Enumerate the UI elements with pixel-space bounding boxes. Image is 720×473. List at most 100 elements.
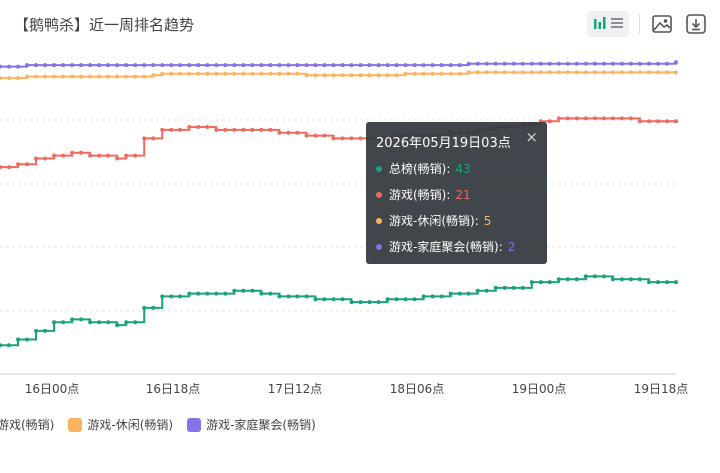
data-point-family-57[interactable] xyxy=(511,61,516,66)
data-point-overall-47[interactable] xyxy=(421,294,426,299)
data-point-overall-31[interactable] xyxy=(277,294,282,299)
data-point-family-16[interactable] xyxy=(142,63,147,68)
data-point-family-4[interactable] xyxy=(34,63,39,68)
data-point-family-64[interactable] xyxy=(574,61,579,66)
data-point-family-70[interactable] xyxy=(628,61,633,66)
data-point-casual-40[interactable] xyxy=(358,73,363,78)
data-point-overall-69[interactable] xyxy=(619,277,624,282)
data-point-overall-57[interactable] xyxy=(511,285,516,290)
data-point-family-42[interactable] xyxy=(376,63,381,68)
data-point-casual-58[interactable] xyxy=(520,70,525,75)
data-point-overall-41[interactable] xyxy=(367,300,372,305)
data-point-overall-9[interactable] xyxy=(79,317,84,322)
data-point-family-75[interactable] xyxy=(674,60,678,65)
data-point-casual-16[interactable] xyxy=(142,74,147,79)
data-point-family-40[interactable] xyxy=(358,63,363,68)
data-point-casual-61[interactable] xyxy=(547,70,552,75)
data-point-family-66[interactable] xyxy=(592,61,597,66)
data-point-family-18[interactable] xyxy=(160,63,165,68)
bar-chart-icon[interactable] xyxy=(593,15,607,34)
image-icon[interactable] xyxy=(650,12,674,36)
data-point-overall-38[interactable] xyxy=(340,297,345,302)
data-point-casual-69[interactable] xyxy=(619,70,624,75)
data-point-overall-61[interactable] xyxy=(547,280,552,285)
data-point-overall-37[interactable] xyxy=(331,297,336,302)
data-point-casual-52[interactable] xyxy=(466,70,471,75)
data-point-overall-34[interactable] xyxy=(304,294,309,299)
data-point-family-59[interactable] xyxy=(529,61,534,66)
data-point-overall-68[interactable] xyxy=(610,277,615,282)
data-point-casual-22[interactable] xyxy=(196,71,201,76)
data-point-family-34[interactable] xyxy=(304,63,309,68)
data-point-overall-4[interactable] xyxy=(34,328,39,333)
data-point-family-1[interactable] xyxy=(7,64,12,69)
data-point-family-25[interactable] xyxy=(223,63,228,68)
data-point-family-13[interactable] xyxy=(115,63,120,68)
data-point-casual-0[interactable] xyxy=(0,76,2,81)
data-point-overall-33[interactable] xyxy=(295,294,300,299)
data-point-game-10[interactable] xyxy=(88,153,93,158)
data-point-overall-19[interactable] xyxy=(169,294,174,299)
data-point-game-72[interactable] xyxy=(646,119,651,124)
data-point-family-20[interactable] xyxy=(178,63,183,68)
data-point-casual-41[interactable] xyxy=(367,73,372,78)
data-point-game-13[interactable] xyxy=(115,156,120,161)
data-point-game-19[interactable] xyxy=(169,127,174,132)
data-point-game-69[interactable] xyxy=(619,116,624,121)
data-point-casual-39[interactable] xyxy=(349,73,354,78)
data-point-casual-64[interactable] xyxy=(574,70,579,75)
data-point-game-65[interactable] xyxy=(583,116,588,121)
data-point-overall-29[interactable] xyxy=(259,291,264,296)
data-point-game-18[interactable] xyxy=(160,127,165,132)
data-point-casual-53[interactable] xyxy=(475,70,480,75)
data-point-casual-4[interactable] xyxy=(34,74,39,79)
data-point-game-9[interactable] xyxy=(79,150,84,155)
data-point-casual-68[interactable] xyxy=(610,70,615,75)
data-point-game-35[interactable] xyxy=(313,133,318,138)
data-point-casual-35[interactable] xyxy=(313,73,318,78)
data-point-game-21[interactable] xyxy=(187,124,192,129)
data-point-overall-17[interactable] xyxy=(151,305,156,310)
data-point-casual-42[interactable] xyxy=(376,73,381,78)
data-point-family-3[interactable] xyxy=(25,63,30,68)
data-point-casual-51[interactable] xyxy=(457,71,462,76)
data-point-overall-26[interactable] xyxy=(232,288,237,293)
data-point-family-8[interactable] xyxy=(70,63,75,68)
data-point-overall-56[interactable] xyxy=(502,285,507,290)
data-point-family-10[interactable] xyxy=(88,63,93,68)
data-point-overall-25[interactable] xyxy=(223,291,228,296)
data-point-casual-21[interactable] xyxy=(187,71,192,76)
data-point-overall-23[interactable] xyxy=(205,291,210,296)
data-point-family-17[interactable] xyxy=(151,63,156,68)
data-point-casual-34[interactable] xyxy=(304,73,309,78)
data-point-casual-15[interactable] xyxy=(133,74,138,79)
data-point-overall-15[interactable] xyxy=(133,320,138,325)
data-point-game-61[interactable] xyxy=(547,119,552,124)
data-point-casual-47[interactable] xyxy=(421,71,426,76)
data-point-family-28[interactable] xyxy=(250,63,255,68)
legend-item-casual[interactable]: 游戏-休闲(畅销) xyxy=(68,416,173,433)
data-point-overall-72[interactable] xyxy=(646,280,651,285)
data-point-casual-72[interactable] xyxy=(646,70,651,75)
data-point-casual-38[interactable] xyxy=(340,73,345,78)
legend-item-game[interactable]: 游戏(畅销) xyxy=(0,416,54,433)
data-point-casual-36[interactable] xyxy=(322,73,327,78)
data-point-overall-6[interactable] xyxy=(52,320,57,325)
data-point-overall-35[interactable] xyxy=(313,297,318,302)
data-point-overall-75[interactable] xyxy=(674,280,678,285)
data-point-game-68[interactable] xyxy=(610,116,615,121)
data-point-game-37[interactable] xyxy=(331,136,336,141)
data-point-overall-65[interactable] xyxy=(583,274,588,279)
data-point-overall-62[interactable] xyxy=(556,277,561,282)
data-point-game-36[interactable] xyxy=(322,133,327,138)
data-point-game-6[interactable] xyxy=(52,153,57,158)
data-point-family-61[interactable] xyxy=(547,61,552,66)
data-point-game-26[interactable] xyxy=(232,127,237,132)
data-point-game-64[interactable] xyxy=(574,116,579,121)
data-point-family-9[interactable] xyxy=(79,63,84,68)
data-point-overall-24[interactable] xyxy=(214,291,219,296)
data-point-casual-33[interactable] xyxy=(295,71,300,76)
data-point-family-50[interactable] xyxy=(448,63,453,68)
data-point-family-30[interactable] xyxy=(268,63,273,68)
data-point-family-36[interactable] xyxy=(322,63,327,68)
